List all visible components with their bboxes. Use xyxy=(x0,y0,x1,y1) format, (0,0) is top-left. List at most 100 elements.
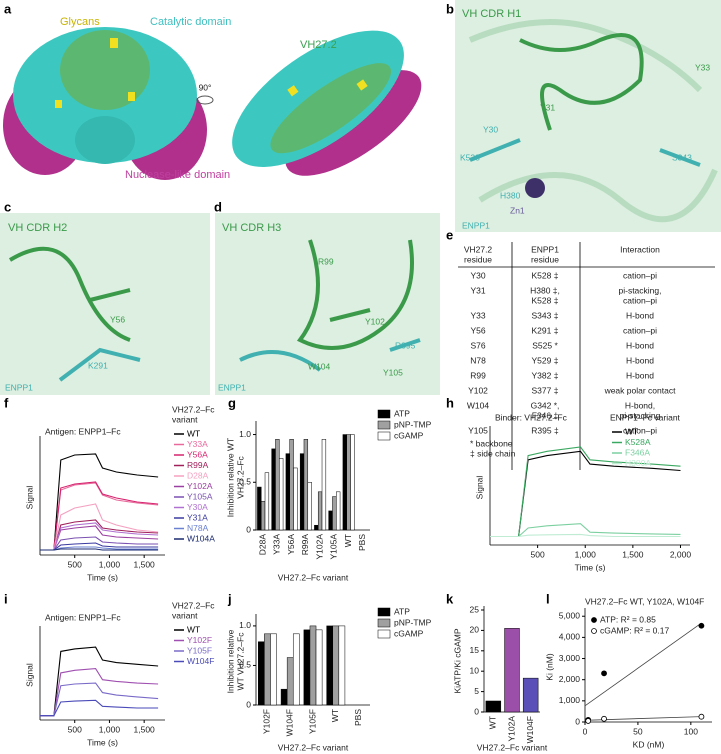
chart-title: VH27.2–Fc WT, Y102A, W104F xyxy=(585,596,704,606)
bar xyxy=(338,625,346,706)
x-axis-label: VH27.2–Fc variant xyxy=(278,572,349,582)
x-tick-label: D28A xyxy=(257,534,267,556)
structure-b: VH CDR H1 Y30 Y33 Y31 K528 S343 H380 Zn1… xyxy=(455,0,721,232)
bar xyxy=(292,633,300,706)
bar xyxy=(286,657,294,706)
table-cell: cation–pi xyxy=(623,295,657,305)
legend-swatch xyxy=(377,629,391,639)
y-tick-label: 1,000 xyxy=(559,695,581,705)
series-line xyxy=(40,536,159,551)
bar xyxy=(315,629,323,706)
panel-letter: h xyxy=(446,395,454,410)
legend-swatch xyxy=(377,431,391,441)
x-tick-label: Y105F xyxy=(307,709,317,734)
legend-swatch xyxy=(377,618,391,628)
table-cell: S377 ‡ xyxy=(532,385,559,395)
x-tick-label: Y33A xyxy=(272,534,282,555)
bar xyxy=(317,491,323,531)
bar xyxy=(309,625,317,706)
legend-label: Y31A xyxy=(187,512,208,522)
table-cell: W104 xyxy=(467,400,489,410)
x-tick-label: 1,500 xyxy=(134,559,156,569)
label: ENPP1 xyxy=(5,382,33,392)
table-header: Interaction xyxy=(620,244,660,254)
x-tick-label: WT xyxy=(343,534,353,547)
series-line xyxy=(40,453,159,551)
legend-label: K528A xyxy=(625,437,651,447)
bar xyxy=(342,434,347,531)
table-cell: Y102 xyxy=(468,385,488,395)
legend-label: pNP-TMP xyxy=(394,419,432,429)
table-cell: R395 ‡ xyxy=(531,425,559,435)
x-tick-label: Y56A xyxy=(286,534,296,555)
x-axis-label: KD (nM) xyxy=(633,739,665,749)
table-cell: N78 xyxy=(470,355,486,365)
legend-label: Y105F xyxy=(187,645,212,655)
label: K528 xyxy=(460,152,480,162)
table-cell: Y31 xyxy=(470,285,485,295)
label: Catalytic domain xyxy=(150,16,231,28)
table-cell: H-bond, xyxy=(625,400,655,410)
label: K291 xyxy=(88,360,108,370)
table-cell: K528 ‡ xyxy=(532,270,559,280)
label: VH CDR H3 xyxy=(222,222,281,234)
table-cell: S343 ‡ xyxy=(532,310,559,320)
label: Y33 xyxy=(695,62,710,72)
legend-label: ATP xyxy=(394,606,410,616)
y-tick-label: 0.5 xyxy=(239,660,251,670)
label: VH CDR H1 xyxy=(462,8,521,20)
x-tick-label: 500 xyxy=(68,559,82,569)
label: Zn1 xyxy=(510,205,525,215)
x-tick-label: Y102A xyxy=(314,534,324,560)
legend-title: VH27.2–Fc xyxy=(172,404,215,414)
panel-letter: d xyxy=(214,199,222,214)
panel-letter: g xyxy=(228,395,236,410)
bar xyxy=(307,482,312,531)
legend-label: pNP-TMP xyxy=(394,617,432,627)
legend-swatch xyxy=(377,409,391,419)
structure-c: VH CDR H2 Y56 K291 ENPP1 xyxy=(0,213,210,395)
table-cell: H380 ‡, xyxy=(530,285,560,295)
legend-title: ENPP1–Fc variant xyxy=(610,412,681,422)
legend-label: Y102F xyxy=(187,635,212,645)
x-tick-label: W104F xyxy=(284,709,294,736)
bar xyxy=(258,641,265,706)
series-line xyxy=(490,446,681,538)
label: ENPP1 xyxy=(218,382,246,392)
legend-label: W104F xyxy=(187,656,214,666)
chart-title: Binder: VH27.2–Fc xyxy=(495,412,568,422)
bar xyxy=(332,496,337,531)
series-line xyxy=(40,699,159,717)
bar xyxy=(264,472,270,531)
legend-label: ATP: R² = 0.85 xyxy=(600,614,656,624)
label: Nuclease-like domain xyxy=(125,169,230,181)
table-cell: Y30 xyxy=(470,270,485,280)
y-tick-label: 15 xyxy=(470,645,480,655)
table-cell: Y105 xyxy=(468,425,488,435)
legend-label: cGAMP xyxy=(394,628,424,638)
panel-letter: f xyxy=(4,395,9,410)
series-line xyxy=(40,522,159,551)
bar xyxy=(336,491,341,531)
x-tick-label: 1,000 xyxy=(99,724,121,734)
panel-letter: b xyxy=(446,1,454,16)
x-axis-label: Time (s) xyxy=(87,572,118,582)
x-tick-label: R99A xyxy=(300,534,310,556)
point xyxy=(698,713,705,720)
point xyxy=(601,670,607,677)
table-cell: cation–pi xyxy=(623,325,657,335)
label: 90° xyxy=(199,82,212,92)
x-tick-label: 500 xyxy=(68,724,82,734)
chart-title: Antigen: ENPP1–Fc xyxy=(45,612,121,622)
bar xyxy=(332,625,340,706)
series-line xyxy=(40,542,159,551)
label: Y31 xyxy=(540,102,555,112)
y-axis-label: Inhibition relative xyxy=(225,629,235,693)
legend-label: WT xyxy=(187,428,200,438)
footnote: * backbone xyxy=(470,438,513,448)
x-tick-label: 2,000 xyxy=(670,549,692,559)
label: Y56 xyxy=(110,314,125,324)
table-header: residue xyxy=(464,254,492,264)
table-cell: cation–pi xyxy=(623,270,657,280)
